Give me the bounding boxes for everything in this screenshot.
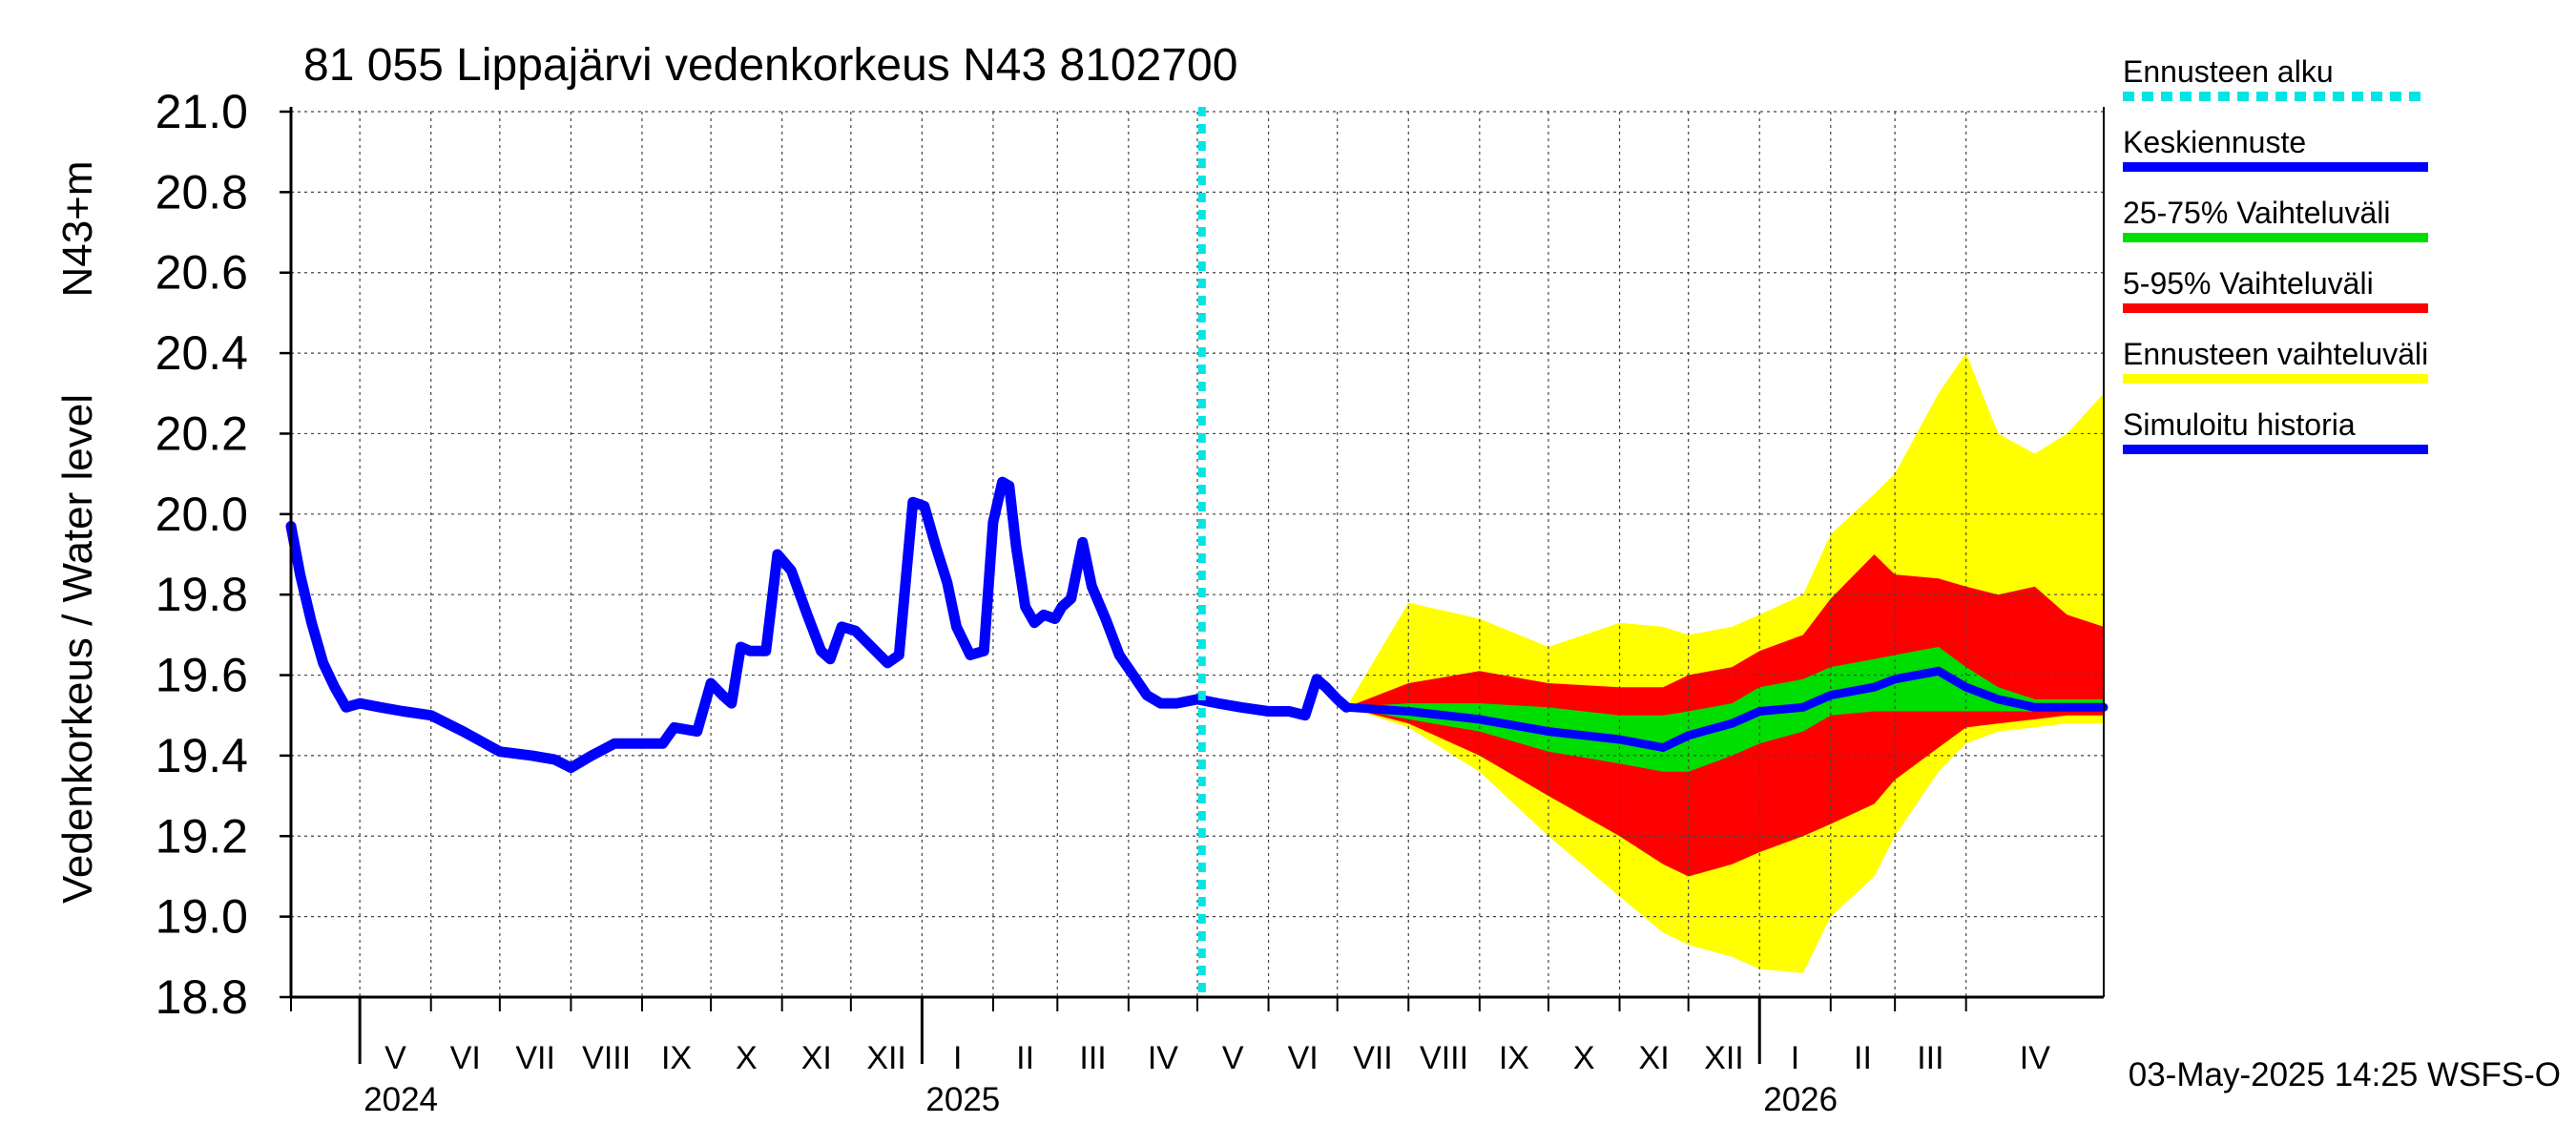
y-tick-label: 18.8	[156, 970, 248, 1024]
month-label: XI	[801, 1040, 832, 1076]
month-label: VI	[1288, 1040, 1319, 1076]
month-label: V	[1222, 1040, 1244, 1076]
band-ennusteen-vaihteluvali	[1346, 353, 2104, 973]
y-axis-unit: N43+m	[54, 160, 101, 297]
legend: Ennusteen alku Keskiennuste 25-75% Vaihtel…	[2123, 54, 2428, 454]
month-label: XII	[1704, 1040, 1744, 1076]
month-label: IX	[1499, 1040, 1529, 1076]
y-tick-label: 20.0	[156, 488, 248, 541]
month-label: VIII	[1420, 1040, 1468, 1076]
month-label: I	[1791, 1040, 1799, 1076]
series-lines	[285, 107, 2109, 997]
month-label: IV	[1148, 1040, 1178, 1076]
legend-label-hist: Simuloitu historia	[2123, 407, 2356, 442]
y-tick-label: 21.0	[156, 85, 248, 138]
y-axis-title: Vedenkorkeus / Water level	[54, 394, 101, 904]
year-label: 2026	[1763, 1081, 1838, 1118]
year-label: 2024	[364, 1081, 438, 1118]
month-label: V	[384, 1040, 406, 1076]
y-tick-label: 19.0	[156, 890, 248, 944]
y-tick-label: 20.6	[156, 246, 248, 300]
month-label: II	[1854, 1040, 1872, 1076]
legend-label-range: Ennusteen vaihteluväli	[2123, 337, 2428, 371]
legend-label-mean: Keskiennuste	[2123, 125, 2306, 159]
month-label: XII	[866, 1040, 906, 1076]
y-tick-label: 19.6	[156, 649, 248, 702]
timestamp-footer: 03-May-2025 14:25 WSFS-O	[2129, 1056, 2561, 1093]
chart-title: 81 055 Lippajärvi vedenkorkeus N43 81027…	[303, 40, 1237, 91]
month-label: VII	[1353, 1040, 1393, 1076]
mean-forecast-line	[1341, 666, 2109, 752]
month-label: IV	[2020, 1040, 2050, 1076]
month-label: VII	[515, 1040, 555, 1076]
y-tick-label: 19.8	[156, 568, 248, 621]
y-tick-label: 20.8	[156, 165, 248, 219]
legend-label-alku: Ennusteen alku	[2123, 54, 2334, 89]
month-label: III	[1917, 1040, 1943, 1076]
month-label: VI	[450, 1040, 481, 1076]
month-label: III	[1079, 1040, 1106, 1076]
month-label: X	[736, 1040, 758, 1076]
y-tick-label: 20.4	[156, 326, 248, 380]
legend-label-p25: 25-75% Vaihteluväli	[2123, 196, 2390, 230]
month-label: VIII	[582, 1040, 631, 1076]
legend-label-p5: 5-95% Vaihteluväli	[2123, 266, 2374, 301]
axes: 21.0 20.8 20.6 20.4 20.2 20.0 19.8 19.6 19.4 19.2…	[156, 85, 2105, 1118]
y-tick-label: 19.4	[156, 729, 248, 782]
history-line	[285, 476, 1352, 774]
year-label: 2025	[925, 1081, 1000, 1118]
month-label: I	[953, 1040, 962, 1076]
month-label: II	[1016, 1040, 1034, 1076]
y-tick-label: 20.2	[156, 406, 248, 460]
month-label: IX	[661, 1040, 692, 1076]
month-label: XI	[1639, 1040, 1670, 1076]
month-label: X	[1573, 1040, 1595, 1076]
y-tick-label: 19.2	[156, 809, 248, 863]
